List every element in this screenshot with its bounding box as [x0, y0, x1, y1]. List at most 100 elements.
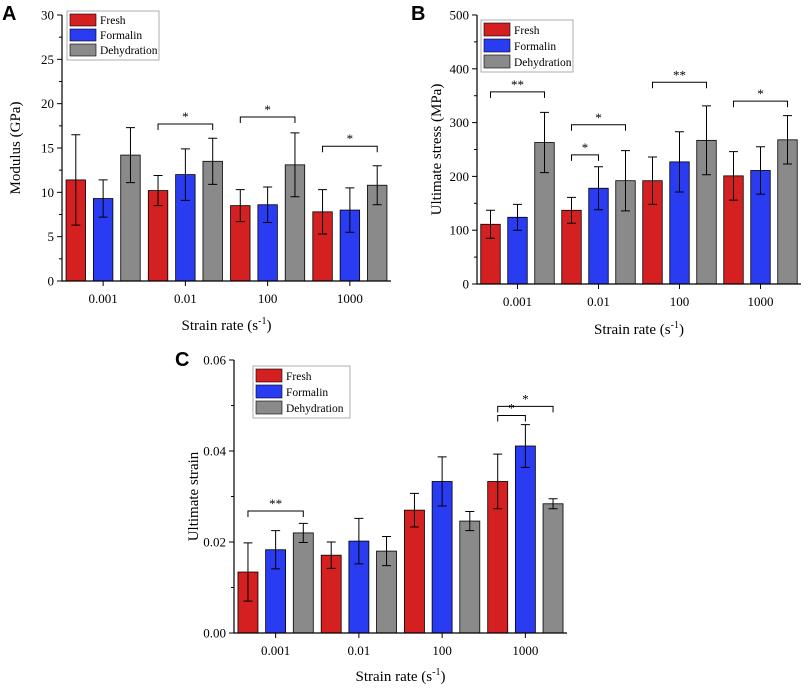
significance-label-2: * — [347, 131, 354, 146]
x-tick-label-b-0: 0.001 — [503, 294, 532, 309]
error-bar-dehydration-100 — [702, 105, 711, 176]
legend-label-dehydration: Dehydration — [286, 403, 344, 415]
error-bar-fresh-1000 — [729, 151, 738, 201]
bar-dehydration-1000 — [542, 503, 564, 634]
legend-swatch-formalin — [255, 384, 283, 399]
significance-label-0: * — [182, 109, 189, 124]
error-bar-fresh-0.01 — [326, 541, 336, 569]
error-bar-formalin-0.001 — [513, 203, 522, 231]
error-bar-formalin-100 — [675, 131, 684, 193]
error-bar-dehydration-0.001 — [540, 111, 549, 174]
legend-label-dehydration: Dehydration — [100, 45, 158, 57]
legend-swatch-fresh — [255, 368, 283, 383]
x-axis-label-c: Strain rate (s-1) — [356, 667, 446, 685]
y-tick-label-a-1: 5 — [48, 229, 55, 244]
significance-bracket-1 — [571, 154, 599, 161]
legend-swatch-fresh — [69, 13, 97, 27]
legend-label-dehydration: Dehydration — [514, 57, 572, 69]
error-bar-fresh-100 — [235, 189, 245, 223]
significance-label-2: * — [522, 391, 529, 406]
y-axis-label-c: Ultimate strain — [186, 451, 202, 541]
error-bar-formalin-1000 — [345, 187, 355, 233]
significance-bracket-1 — [239, 116, 296, 123]
y-axis-label-b: Ultimate stress (MPa) — [429, 84, 445, 216]
error-bar-fresh-100 — [409, 492, 419, 528]
significance-label-3: ** — [673, 67, 686, 82]
error-bar-dehydration-0.01 — [208, 137, 218, 185]
error-bar-formalin-100 — [437, 456, 447, 507]
x-tick-label-c-2: 100 — [432, 643, 452, 658]
legend-label-formalin: Formalin — [286, 387, 328, 399]
error-bar-fresh-0.001 — [243, 542, 253, 602]
significance-bracket-0 — [247, 510, 304, 518]
x-axis-label-b: Strain rate (s-1) — [594, 320, 684, 338]
significance-label-1: * — [582, 140, 589, 155]
x-tick-label-b-1: 0.01 — [587, 294, 610, 309]
y-tick-label-b-0: 0 — [463, 277, 470, 292]
error-bar-dehydration-100 — [290, 132, 300, 198]
bar-formalin-1000 — [514, 445, 536, 634]
y-tick-label-a-4: 20 — [41, 96, 54, 111]
y-tick-label-a-3: 15 — [41, 141, 54, 156]
significance-bracket-0 — [490, 91, 545, 98]
error-bar-formalin-1000 — [756, 146, 765, 195]
chart-panel-a: A * * * 0 5 10 15 20 25 30 0.001 0.01 100 1000 Strain r… — [2, 3, 391, 334]
legend-swatch-fresh — [483, 22, 511, 37]
y-tick-label-a-5: 25 — [41, 52, 54, 67]
x-tick-label-c-1: 0.01 — [348, 643, 371, 658]
error-bar-dehydration-0.001 — [298, 522, 308, 543]
legend-label-fresh: Fresh — [100, 15, 126, 27]
error-bar-fresh-1000 — [318, 189, 328, 235]
error-bar-fresh-0.001 — [486, 209, 495, 239]
error-bar-formalin-0.001 — [98, 179, 108, 218]
significance-label-4: * — [757, 86, 764, 101]
legend-swatch-formalin — [69, 28, 97, 42]
y-axis-label-a: Modulus (GPa) — [8, 102, 24, 195]
error-bar-fresh-0.01 — [153, 174, 163, 207]
error-bar-dehydration-0.001 — [125, 127, 135, 184]
x-tick-label-c-3: 1000 — [512, 643, 538, 658]
legend-label-formalin: Formalin — [514, 41, 556, 53]
error-bar-formalin-0.01 — [180, 148, 190, 201]
legend-swatch-dehydration — [255, 400, 283, 415]
significance-bracket-2 — [571, 124, 626, 131]
significance-bracket-3 — [652, 81, 707, 89]
y-tick-label-c-1: 0.02 — [203, 535, 226, 550]
error-bar-fresh-0.01 — [567, 196, 576, 224]
bar-dehydration-0.001 — [292, 532, 314, 634]
y-tick-label-c-2: 0.04 — [203, 444, 226, 459]
error-bar-fresh-0.001 — [71, 134, 81, 226]
y-tick-label-b-1: 100 — [450, 223, 470, 238]
significance-bracket-2 — [322, 145, 378, 153]
legend-swatch-dehydration — [69, 43, 97, 57]
y-tick-label-b-2: 200 — [450, 169, 470, 184]
significance-label-1: * — [264, 102, 271, 117]
error-bar-formalin-100 — [263, 186, 273, 223]
error-bar-dehydration-0.01 — [382, 536, 392, 567]
chart-panel-c: C****0.000.020.040.060.001 0.01 100 1000Str… — [175, 349, 567, 685]
y-tick-label-a-2: 10 — [41, 185, 54, 200]
error-bar-formalin-1000 — [520, 424, 530, 468]
error-bar-formalin-0.001 — [271, 530, 281, 570]
bar-dehydration-100 — [459, 520, 481, 634]
y-tick-label-a-0: 0 — [48, 274, 55, 289]
panel-letter-c: C — [175, 349, 189, 371]
y-tick-label-c-3: 0.06 — [203, 353, 226, 368]
error-bar-dehydration-1000 — [783, 115, 792, 165]
panel-letter-a: A — [2, 3, 16, 25]
x-tick-label-b-3: 1000 — [748, 294, 774, 309]
legend-label-formalin: Formalin — [100, 30, 142, 42]
legend-swatch-dehydration — [483, 54, 511, 69]
x-tick-label-a-3: 1000 — [337, 291, 363, 306]
x-tick-label-a-1: 0.01 — [174, 291, 197, 306]
error-bar-fresh-100 — [648, 156, 657, 205]
error-bar-dehydration-0.01 — [621, 150, 630, 212]
significance-label-0: ** — [511, 77, 524, 92]
significance-label-2: * — [595, 110, 602, 125]
legend-label-fresh: Fresh — [514, 25, 540, 37]
significance-bracket-4 — [733, 100, 788, 108]
error-bar-dehydration-1000 — [548, 498, 558, 510]
y-tick-label-b-5: 500 — [450, 8, 470, 23]
